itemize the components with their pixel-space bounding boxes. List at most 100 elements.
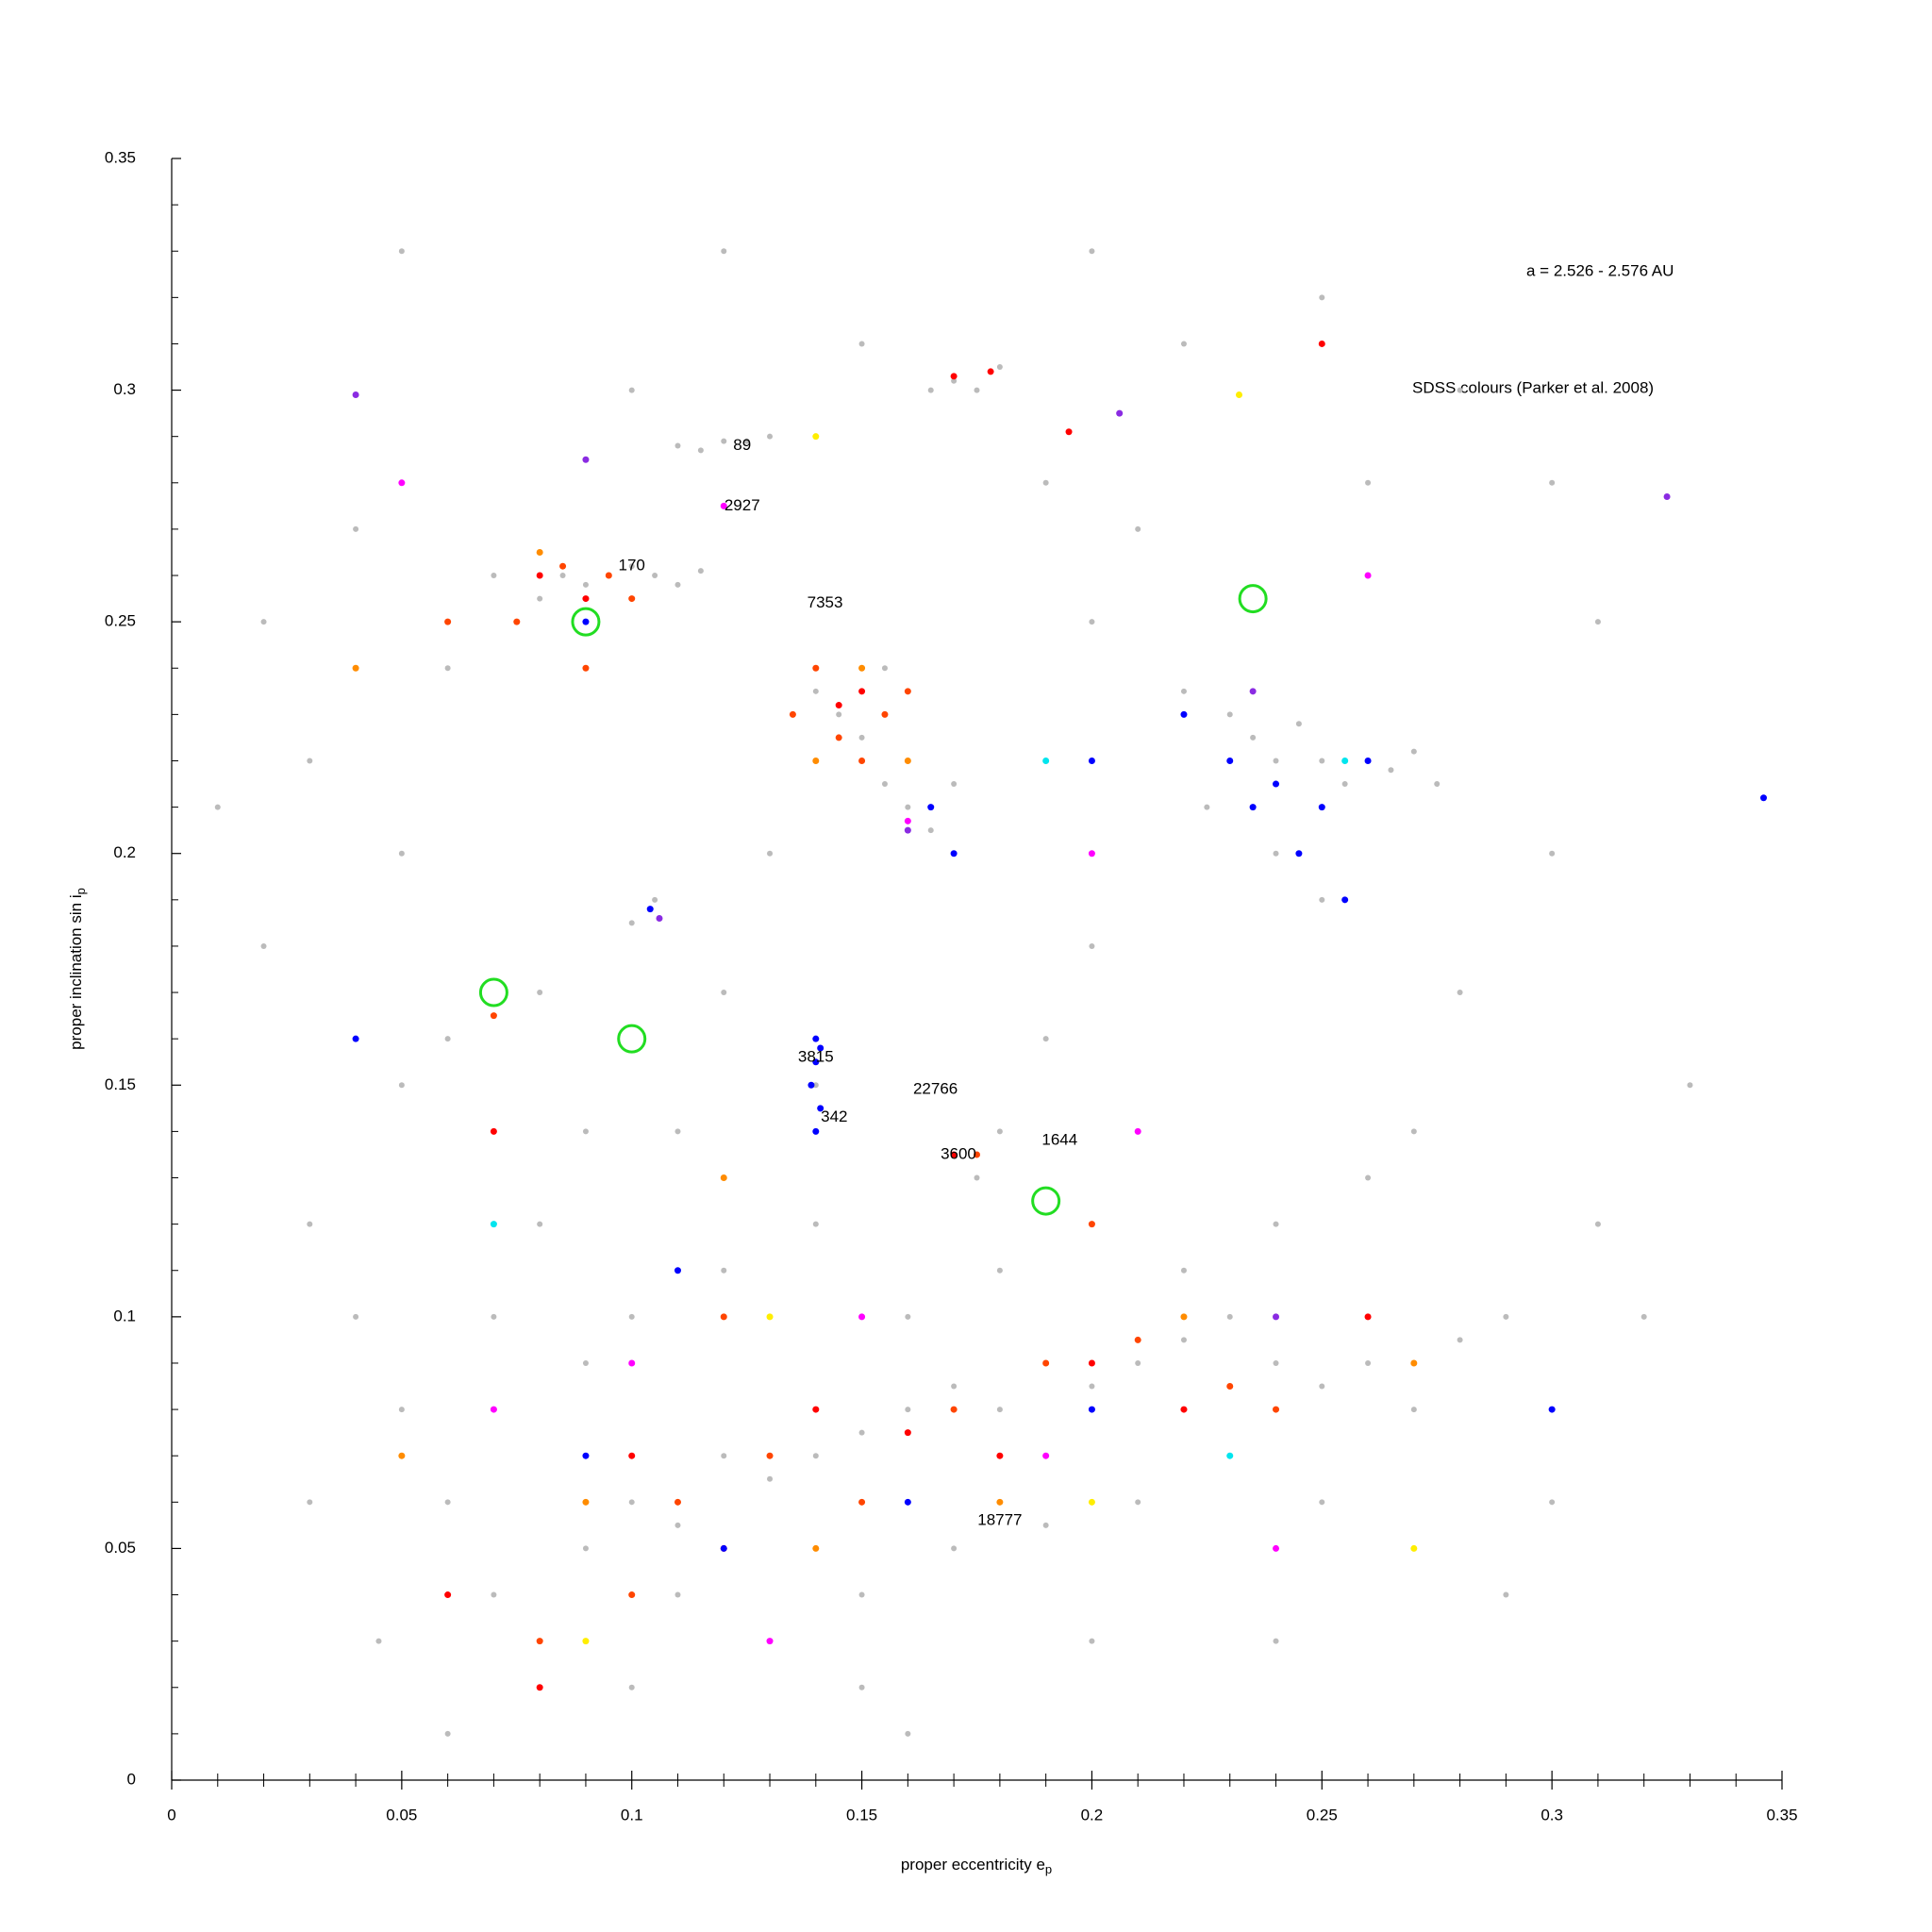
point (444, 1591, 452, 1599)
y-tick-label: 0.15 (105, 1075, 136, 1093)
point (628, 1499, 635, 1506)
point (582, 581, 589, 588)
point (628, 1684, 635, 1690)
point (858, 757, 866, 764)
point (1180, 1313, 1188, 1321)
point (697, 447, 704, 454)
point (1089, 942, 1095, 949)
point (766, 1452, 774, 1459)
point (996, 1128, 1003, 1135)
point (1319, 294, 1325, 301)
point (996, 1498, 1004, 1506)
point (1549, 850, 1556, 857)
point (1273, 1313, 1280, 1321)
point (1410, 748, 1417, 755)
family-label: 89 (733, 436, 751, 454)
point (1549, 1499, 1556, 1506)
point (559, 573, 566, 579)
point (490, 1127, 497, 1135)
highlight-circle (478, 977, 508, 1008)
point (537, 990, 543, 996)
point (812, 688, 819, 694)
point (605, 572, 612, 579)
point (675, 1522, 681, 1528)
point (260, 619, 267, 625)
point (974, 1151, 980, 1158)
point (812, 757, 820, 764)
point (904, 757, 911, 764)
point (1759, 794, 1767, 802)
point (652, 896, 658, 903)
point (582, 1638, 590, 1645)
point (1249, 804, 1257, 811)
point (721, 1453, 727, 1459)
point (766, 1638, 774, 1645)
point (904, 688, 911, 695)
x-tick-label: 0.05 (386, 1806, 417, 1824)
point (1180, 1337, 1187, 1343)
point (927, 827, 934, 834)
point (582, 1545, 589, 1552)
point (721, 248, 727, 255)
x-tick-label: 0.25 (1307, 1806, 1338, 1824)
x-tick-label: 0.35 (1766, 1806, 1797, 1824)
point (1295, 850, 1303, 858)
point (720, 1174, 727, 1182)
point (927, 804, 935, 811)
point (1273, 1544, 1280, 1552)
x-tick-label: 0.3 (1541, 1806, 1563, 1824)
point (1088, 1359, 1095, 1367)
x-tick-label: 0.15 (846, 1806, 877, 1824)
point (881, 665, 888, 672)
point (491, 573, 497, 579)
point (812, 664, 820, 672)
point (1088, 757, 1095, 764)
point (904, 817, 911, 824)
point (537, 1221, 543, 1227)
family-label: 170 (619, 557, 645, 575)
point (996, 1407, 1003, 1413)
point (1273, 1359, 1279, 1366)
point (1503, 1313, 1509, 1320)
point (1042, 1452, 1050, 1459)
point (987, 368, 994, 375)
point (675, 1591, 681, 1598)
point (858, 734, 865, 741)
point (743, 438, 750, 444)
point (1088, 1221, 1095, 1228)
y-tick-label: 0 (127, 1770, 136, 1788)
point (1089, 1638, 1095, 1644)
point (628, 387, 635, 393)
point (858, 1313, 866, 1321)
point (375, 1638, 382, 1644)
point (444, 1499, 451, 1506)
point (1273, 780, 1280, 788)
point (1364, 572, 1372, 579)
point (1594, 1221, 1601, 1227)
highlight-circle (617, 1024, 647, 1054)
point (307, 1221, 313, 1227)
point (1135, 1359, 1141, 1366)
point (812, 1453, 819, 1459)
point (1548, 1406, 1556, 1413)
point (674, 1267, 681, 1274)
point (652, 573, 658, 579)
point (1089, 248, 1095, 255)
point (858, 1429, 865, 1436)
point (1226, 1452, 1234, 1459)
point (1042, 479, 1049, 486)
point (812, 1058, 820, 1066)
point (1457, 990, 1463, 996)
point (1364, 1313, 1372, 1321)
point (697, 568, 704, 575)
point (307, 758, 313, 764)
family-label: 3815 (798, 1047, 834, 1065)
point (628, 563, 635, 570)
point (1089, 1383, 1095, 1390)
point (1457, 1337, 1463, 1343)
point (767, 850, 774, 857)
point (927, 387, 934, 393)
point (1410, 1544, 1418, 1552)
point (582, 1128, 589, 1135)
